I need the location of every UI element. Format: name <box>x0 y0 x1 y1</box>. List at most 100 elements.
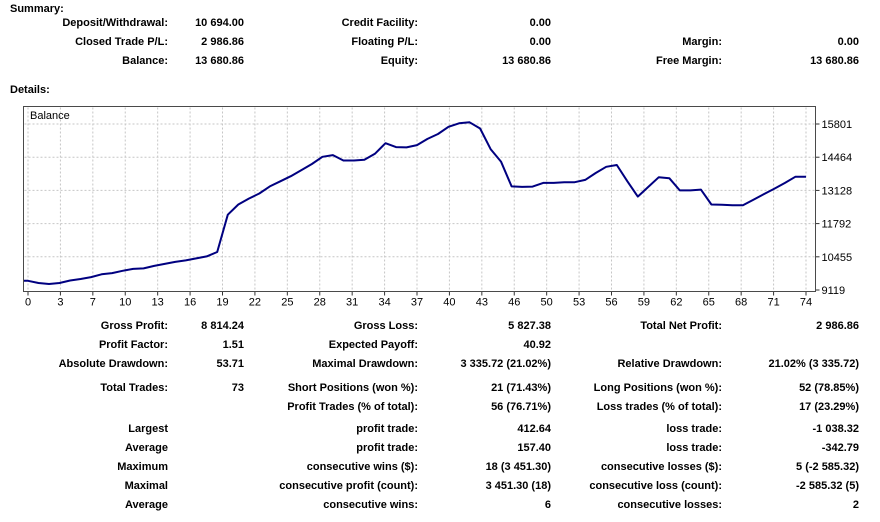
x-tick-label: 19 <box>216 297 228 309</box>
stat-label: Profit Trades (% of total): <box>287 401 418 413</box>
stat-value: 56 (76.71%) <box>491 401 551 413</box>
stat-label: consecutive losses ($): <box>600 461 722 473</box>
stat-label: consecutive wins ($): <box>306 461 418 473</box>
stat-label: Closed Trade P/L: <box>75 36 168 48</box>
balance-line <box>24 121 806 285</box>
x-tick-label: 50 <box>541 297 553 309</box>
x-tick-label: 43 <box>476 297 488 309</box>
stat-label: Margin: <box>682 36 722 48</box>
summary-section-title: Summary: <box>10 3 64 15</box>
stat-value: 8 814.24 <box>201 320 244 332</box>
stat-value: 5 827.38 <box>508 320 551 332</box>
stat-label: Average <box>124 442 168 454</box>
stat-label: Maximal Drawdown: <box>312 358 418 370</box>
stat-value: 17 (23.29%) <box>799 401 859 413</box>
stat-value: 6 <box>544 499 551 511</box>
stat-value: 2 986.86 <box>816 320 859 332</box>
stat-label: loss trade: <box>666 442 722 454</box>
x-tick-label: 7 <box>90 297 96 309</box>
x-tick-label: 56 <box>605 297 617 309</box>
stat-value: 40.92 <box>523 339 551 351</box>
balance-legend-label: Balance <box>30 110 70 122</box>
x-tick-label: 62 <box>670 297 682 309</box>
stat-value: 73 <box>231 382 244 394</box>
stat-value: -342.79 <box>821 442 859 454</box>
stat-label: Gross Loss: <box>353 320 418 332</box>
stat-value: 1.51 <box>222 339 244 351</box>
stat-value: 5 (-2 585.32) <box>796 461 859 473</box>
stat-label: consecutive loss (count): <box>589 480 722 492</box>
stat-value: 10 694.00 <box>195 17 244 29</box>
stat-label: consecutive losses: <box>617 499 722 511</box>
x-tick-label: 40 <box>443 297 455 309</box>
stat-label: Average <box>124 499 168 511</box>
x-tick-label: 3 <box>57 297 63 309</box>
x-tick-label: 10 <box>119 297 131 309</box>
x-tick-label: 37 <box>411 297 423 309</box>
x-tick-label: 0 <box>25 297 31 309</box>
stat-label: Free Margin: <box>655 55 722 67</box>
stat-label: Total Trades: <box>100 382 168 394</box>
stat-label: profit trade: <box>356 423 418 435</box>
stat-label: Floating P/L: <box>351 36 418 48</box>
stat-label: Absolute Drawdown: <box>58 358 168 370</box>
stat-label: Maximal <box>124 480 168 492</box>
stat-value: 0.00 <box>529 17 551 29</box>
stat-value: 0.00 <box>837 36 859 48</box>
plot-area <box>23 106 816 292</box>
stat-label: Maximum <box>117 461 168 473</box>
stat-label: Gross Profit: <box>100 320 168 332</box>
x-tick-label: 59 <box>638 297 650 309</box>
y-tick-label: 10455 <box>822 252 853 264</box>
stat-label: consecutive profit (count): <box>279 480 418 492</box>
x-tick-label: 34 <box>378 297 390 309</box>
stat-value: 13 680.86 <box>195 55 244 67</box>
x-tick-label: 74 <box>800 297 812 309</box>
x-tick-label: 53 <box>573 297 585 309</box>
stat-label: profit trade: <box>356 442 418 454</box>
x-tick-label: 16 <box>184 297 196 309</box>
stat-label: Equity: <box>380 55 418 67</box>
x-tick-label: 22 <box>249 297 261 309</box>
stat-value: 3 335.72 (21.02%) <box>460 358 551 370</box>
stat-label: consecutive wins: <box>323 499 418 511</box>
x-tick-label: 68 <box>735 297 747 309</box>
stat-value: 21.02% (3 335.72) <box>768 358 859 370</box>
stat-value: 2 986.86 <box>201 36 244 48</box>
stat-value: 0.00 <box>529 36 551 48</box>
x-tick-label: 28 <box>314 297 326 309</box>
stat-label: Largest <box>128 423 168 435</box>
stat-label: Long Positions (won %): <box>593 382 722 394</box>
x-tick-label: 46 <box>508 297 520 309</box>
stat-value: 13 680.86 <box>810 55 859 67</box>
stat-label: Deposit/Withdrawal: <box>62 17 168 29</box>
stat-value: 2 <box>852 499 859 511</box>
stat-value: 412.64 <box>517 423 551 435</box>
stat-value: 3 451.30 (18) <box>485 480 551 492</box>
x-tick-label: 65 <box>703 297 715 309</box>
x-tick-label: 31 <box>346 297 358 309</box>
details-section-title: Details: <box>10 84 50 96</box>
stat-label: Balance: <box>122 55 168 67</box>
stat-value: 157.40 <box>517 442 551 454</box>
stat-label: Credit Facility: <box>341 17 418 29</box>
stat-value: 18 (3 451.30) <box>485 461 551 473</box>
y-tick-label: 11792 <box>822 219 852 231</box>
stat-label: Loss trades (% of total): <box>596 401 722 413</box>
stat-label: loss trade: <box>666 423 722 435</box>
stat-label: Relative Drawdown: <box>617 358 722 370</box>
x-tick-label: 71 <box>767 297 779 309</box>
stat-value: -1 038.32 <box>812 423 859 435</box>
y-tick-label: 14464 <box>822 152 853 164</box>
stat-label: Total Net Profit: <box>640 320 722 332</box>
y-tick-label: 9119 <box>822 285 846 297</box>
y-tick-label: 13128 <box>822 185 853 197</box>
stat-label: Profit Factor: <box>98 339 168 351</box>
stat-value: 52 (78.85%) <box>799 382 859 394</box>
stat-value: -2 585.32 (5) <box>796 480 859 492</box>
stat-value: 21 (71.43%) <box>491 382 551 394</box>
stat-value: 53.71 <box>216 358 244 370</box>
stat-label: Expected Payoff: <box>328 339 418 351</box>
stat-label: Short Positions (won %): <box>287 382 418 394</box>
